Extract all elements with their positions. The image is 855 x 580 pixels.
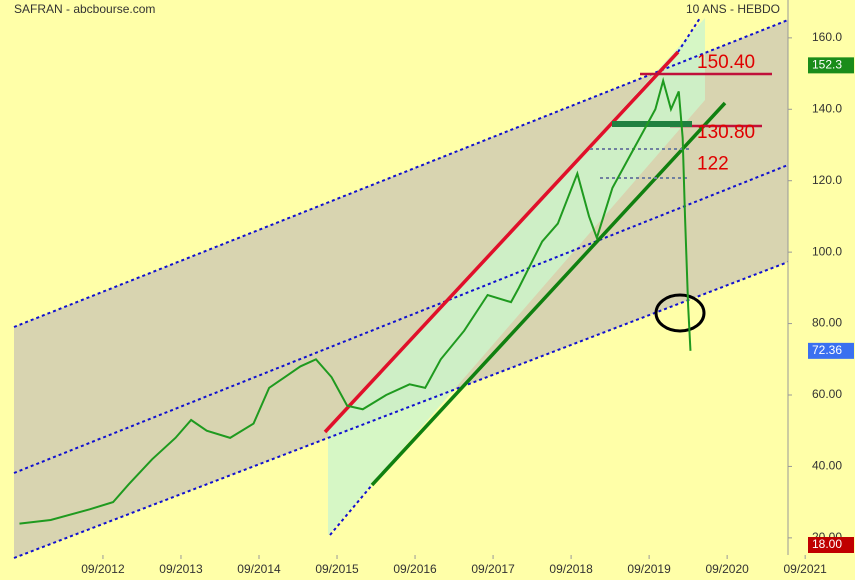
channel-mid bbox=[13, 164, 789, 474]
y-tick-label: 140.0 bbox=[812, 101, 842, 115]
y-tick-label: 40.00 bbox=[812, 459, 842, 473]
chart-title: SAFRAN - abcbourse.com bbox=[14, 2, 155, 16]
level-label: 130.80 bbox=[697, 122, 755, 143]
x-tick-label: 09/2016 bbox=[393, 562, 437, 576]
price-marker bbox=[808, 57, 854, 74]
x-tick-label: 09/2015 bbox=[315, 562, 359, 576]
x-tick-label: 09/2012 bbox=[81, 562, 125, 576]
x-tick-label: 09/2021 bbox=[783, 562, 827, 576]
y-tick-label: 60.00 bbox=[812, 387, 842, 401]
trend-channel bbox=[328, 18, 705, 535]
trend-ext-high bbox=[677, 17, 701, 53]
price-marker bbox=[808, 342, 854, 359]
x-tick-label: 09/2020 bbox=[705, 562, 749, 576]
price-marker bbox=[808, 537, 854, 553]
price-marker-label: 152.3 bbox=[812, 58, 842, 72]
x-tick-label: 09/2018 bbox=[549, 562, 593, 576]
trend-ext-low bbox=[329, 484, 373, 536]
price-marker-label: 72.36 bbox=[812, 343, 842, 357]
price-line bbox=[19, 76, 692, 525]
channel-bottom bbox=[13, 261, 789, 559]
support-line bbox=[370, 101, 727, 487]
x-tick-label: 09/2013 bbox=[159, 562, 203, 576]
chart-subtitle: 10 ANS - HEBDO bbox=[686, 2, 780, 16]
resistance-line bbox=[323, 50, 680, 434]
channel-top bbox=[13, 19, 789, 328]
level-label: 150.40 bbox=[697, 52, 755, 73]
channel-lines bbox=[13, 17, 789, 559]
x-tick-label: 09/2019 bbox=[627, 562, 671, 576]
x-tick-label: 09/2014 bbox=[237, 562, 281, 576]
y-tick-label: 160.0 bbox=[812, 30, 842, 44]
y-tick-label: 120.0 bbox=[812, 173, 842, 187]
x-tick-label: 09/2017 bbox=[471, 562, 515, 576]
y-tick-label: 80.00 bbox=[812, 316, 842, 330]
highlight-circle bbox=[654, 293, 706, 333]
y-tick-label: 100.0 bbox=[812, 244, 842, 258]
level-label: 122 bbox=[697, 154, 729, 175]
price-marker-label: 18.00 bbox=[812, 537, 842, 551]
